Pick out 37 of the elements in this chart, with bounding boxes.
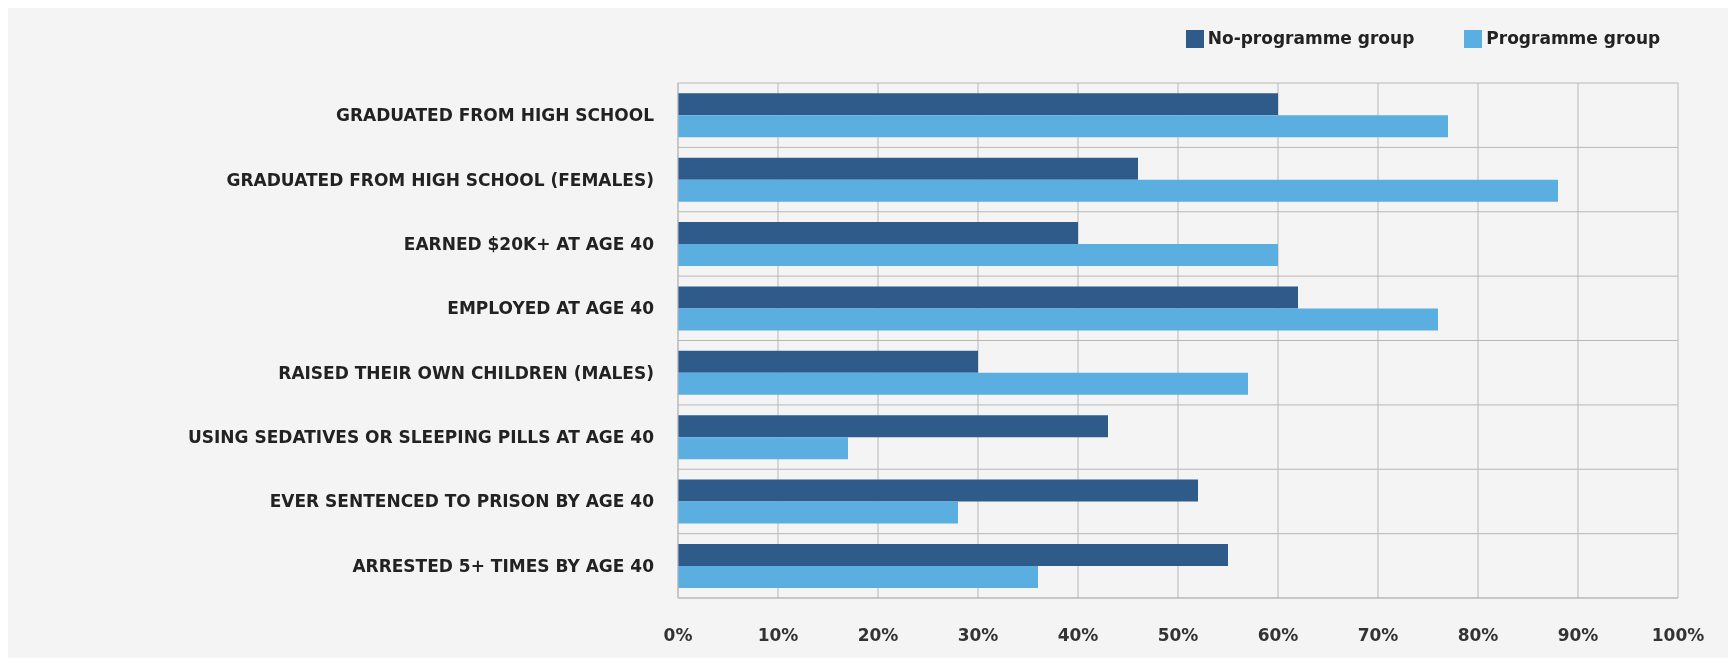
bar bbox=[678, 93, 1278, 116]
bar bbox=[678, 479, 1198, 502]
bar bbox=[678, 286, 1298, 309]
y-tick-label: GRADUATED FROM HIGH SCHOOL bbox=[336, 105, 655, 126]
bar bbox=[678, 350, 978, 373]
bar bbox=[678, 157, 1138, 180]
x-tick-label: 70% bbox=[1357, 625, 1399, 646]
y-tick-label: USING SEDATIVES OR SLEEPING PILLS AT AGE 40 bbox=[187, 427, 655, 448]
bar bbox=[678, 501, 958, 524]
x-tick-label: 60% bbox=[1257, 625, 1299, 646]
x-tick-label: 50% bbox=[1157, 625, 1199, 646]
x-tick-label: 0% bbox=[663, 625, 693, 646]
bar bbox=[678, 308, 1438, 331]
y-tick-label: GRADUATED FROM HIGH SCHOOL (FEMALES) bbox=[226, 169, 654, 190]
y-tick-label: EVER SENTENCED TO PRISON BY AGE 40 bbox=[269, 491, 655, 512]
bar bbox=[678, 543, 1228, 566]
bar bbox=[678, 437, 848, 460]
x-tick-label: 30% bbox=[957, 625, 999, 646]
x-tick-label: 80% bbox=[1457, 625, 1499, 646]
x-tick-label: 10% bbox=[757, 625, 799, 646]
bar bbox=[678, 179, 1558, 202]
bar bbox=[678, 372, 1248, 395]
bar bbox=[678, 222, 1078, 245]
x-tick-label: 40% bbox=[1057, 625, 1099, 646]
x-tick-label: 20% bbox=[857, 625, 899, 646]
bar bbox=[678, 415, 1108, 438]
x-tick-label: 100% bbox=[1651, 625, 1705, 646]
legend-label: Programme group bbox=[1486, 28, 1661, 48]
y-tick-label: RAISED THEIR OWN CHILDREN (MALES) bbox=[278, 362, 654, 383]
y-tick-label: EMPLOYED AT AGE 40 bbox=[447, 298, 655, 319]
bar bbox=[678, 565, 1038, 588]
legend-label: No-programme group bbox=[1207, 28, 1415, 48]
y-tick-label: EARNED $20K+ AT AGE 40 bbox=[403, 233, 655, 254]
bar bbox=[678, 115, 1448, 138]
x-tick-label: 90% bbox=[1557, 625, 1599, 646]
y-tick-label: ARRESTED 5+ TIMES BY AGE 40 bbox=[352, 555, 655, 576]
bar bbox=[678, 244, 1278, 267]
